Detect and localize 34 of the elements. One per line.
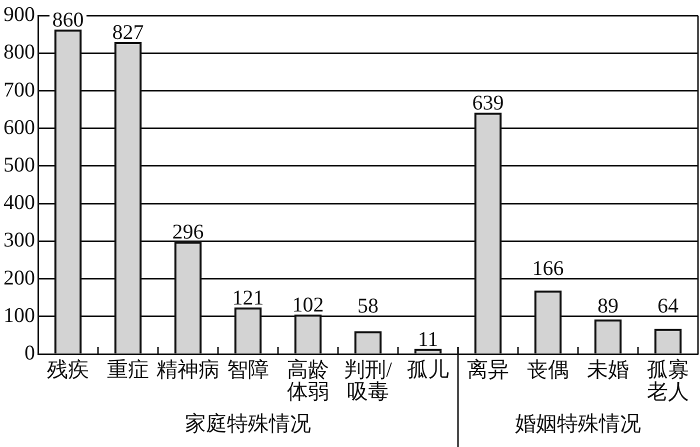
- x-tick-label: 智障: [227, 358, 269, 382]
- data-label: 89: [598, 293, 618, 318]
- text: 家庭特殊情况: [185, 412, 311, 436]
- y-tick-label: 800: [4, 40, 35, 64]
- y-tick-label: 200: [4, 265, 35, 290]
- y-tick-label: 100: [4, 302, 35, 327]
- data-label: 11: [418, 326, 438, 351]
- data-label: 827: [112, 20, 144, 44]
- y-tick-label: 700: [4, 77, 35, 102]
- data-label: 166: [532, 256, 564, 280]
- y-tick-label: 600: [4, 114, 35, 139]
- x-tick-label: 孤儿: [407, 358, 449, 382]
- x-tick-label: 离异: [467, 358, 509, 382]
- x-tick-label: 重症: [107, 358, 149, 382]
- x-tick-label: 孤寡老人: [647, 358, 689, 404]
- data-label: 64: [658, 293, 679, 318]
- x-tick-label: 丧偶: [527, 358, 569, 382]
- y-tick-label: 0: [24, 340, 35, 365]
- data-label: 121: [232, 286, 264, 310]
- x-tick-label: 高龄体弱: [287, 358, 329, 404]
- data-label: 639: [472, 90, 504, 115]
- x-tick-label: 残疾: [47, 358, 89, 382]
- y-tick-label: 300: [4, 228, 35, 252]
- x-tick-label: 未婚: [587, 358, 629, 382]
- data-label: 102: [292, 292, 324, 317]
- y-tick-label: 900: [4, 2, 35, 26]
- data-label: 860: [52, 8, 84, 32]
- x-tick-label: 精神病: [156, 358, 220, 382]
- text: 婚姻特殊情况: [515, 412, 641, 436]
- y-tick-label: 400: [4, 190, 35, 214]
- data-label: 58: [358, 293, 378, 318]
- y-tick-label: 500: [4, 152, 35, 177]
- x-tick-label: 判刑/吸毒: [344, 358, 392, 404]
- data-label: 296: [172, 220, 204, 244]
